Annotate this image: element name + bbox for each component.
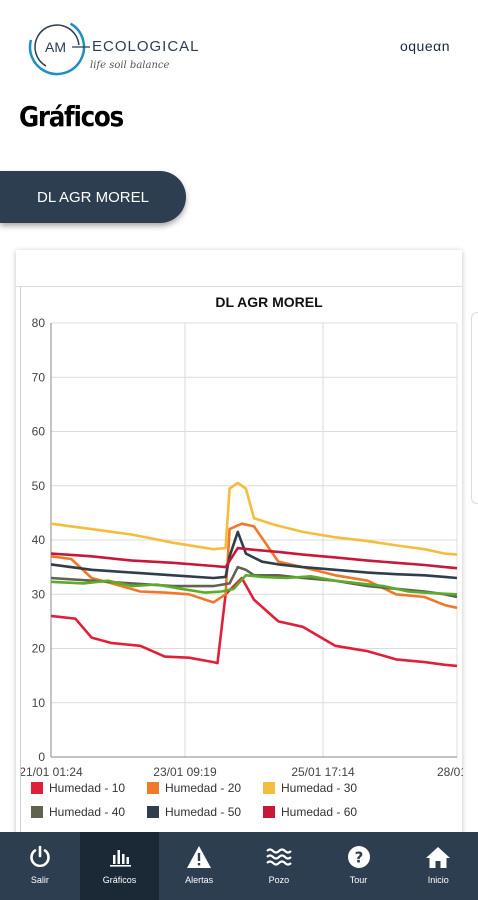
home-icon — [425, 844, 451, 870]
series-line-3 — [50, 481, 458, 556]
y-tick-label: 20 — [32, 642, 46, 656]
legend-label: Humedad - 20 — [165, 781, 241, 795]
logo-initials: AM — [45, 39, 66, 55]
bottom-navigation: Salir Gráficos Alertas Pozo ? Tour Inici… — [0, 832, 478, 900]
nav-salir[interactable]: Salir — [0, 832, 80, 900]
legend-label: Humedad - 30 — [281, 781, 357, 795]
x-tick-label: 25/01 17:14 — [291, 765, 355, 779]
legend-swatch — [147, 806, 159, 818]
nav-graficos[interactable]: Gráficos — [79, 832, 160, 900]
legend-label: Humedad - 50 — [165, 805, 241, 819]
y-tick-label: 80 — [32, 316, 46, 330]
series-line-6 — [50, 546, 458, 570]
page-title: Gráficos — [19, 100, 124, 133]
svg-text:?: ? — [354, 849, 363, 867]
app-header: AM ECOLOGICAL life soil balance oqueαn — [0, 0, 478, 90]
legend-swatch — [31, 782, 43, 794]
nav-label-pozo: Pozo — [268, 875, 290, 885]
nav-inicio[interactable]: Inicio — [398, 832, 478, 900]
power-icon — [27, 844, 53, 870]
side-scroll-handle[interactable] — [471, 312, 478, 504]
station-select-button[interactable]: DL AGR MOREL — [0, 171, 186, 223]
x-tick-label: 23/01 09:19 — [153, 765, 217, 779]
y-tick-label: 0 — [38, 750, 45, 764]
line-chart: DL AGR MOREL 0 10 20 30 40 50 60 70 80 21/01 01:24… — [21, 294, 463, 819]
am-ecological-logo: AM ECOLOGICAL life soil balance — [28, 18, 200, 76]
nav-label-tour: Tour — [349, 875, 368, 885]
x-tick-label: 28/01 0 — [437, 765, 463, 779]
y-tick-label: 70 — [32, 370, 46, 384]
nav-pozo[interactable]: Pozo — [239, 832, 319, 900]
legend-swatch — [263, 806, 275, 818]
y-tick-label: 40 — [32, 533, 46, 547]
nav-label-inicio: Inicio — [427, 875, 449, 885]
series-line-2 — [50, 522, 458, 610]
logo-name: ECOLOGICAL — [92, 38, 200, 55]
series-line-7 — [50, 573, 458, 596]
legend-label: Humedad - 10 — [49, 781, 125, 795]
legend-swatch — [263, 782, 275, 794]
chart-card — [16, 250, 462, 850]
chart-title: DL AGR MOREL — [215, 294, 323, 310]
warning-icon — [186, 844, 212, 870]
logo-tagline: life soil balance — [90, 60, 169, 71]
oquean-brand: oqueαn — [399, 38, 450, 54]
legend-swatch — [31, 806, 43, 818]
chart-container: DL AGR MOREL 0 10 20 30 40 50 60 70 80 21/01 01:24… — [20, 287, 463, 847]
y-tick-label: 50 — [32, 479, 46, 493]
x-tick-label: 21/01 01:24 — [21, 765, 83, 779]
y-tick-label: 60 — [32, 425, 46, 439]
card-divider — [16, 286, 462, 287]
water-waves-icon — [266, 844, 292, 870]
y-tick-label: 30 — [32, 587, 46, 601]
legend-swatch — [147, 782, 159, 794]
nav-alertas[interactable]: Alertas — [159, 832, 239, 900]
nav-label-graficos: Gráficos — [102, 875, 137, 885]
bar-chart-icon — [107, 844, 133, 870]
legend-label: Humedad - 40 — [49, 805, 125, 819]
help-icon: ? — [346, 844, 372, 870]
nav-tour[interactable]: ? Tour — [319, 832, 399, 900]
legend-label: Humedad - 60 — [281, 805, 357, 819]
y-tick-label: 10 — [32, 696, 46, 710]
series-line-5 — [50, 530, 458, 580]
series-line-1 — [50, 576, 458, 668]
nav-label-salir: Salir — [30, 875, 49, 885]
nav-label-alertas: Alertas — [185, 875, 214, 885]
